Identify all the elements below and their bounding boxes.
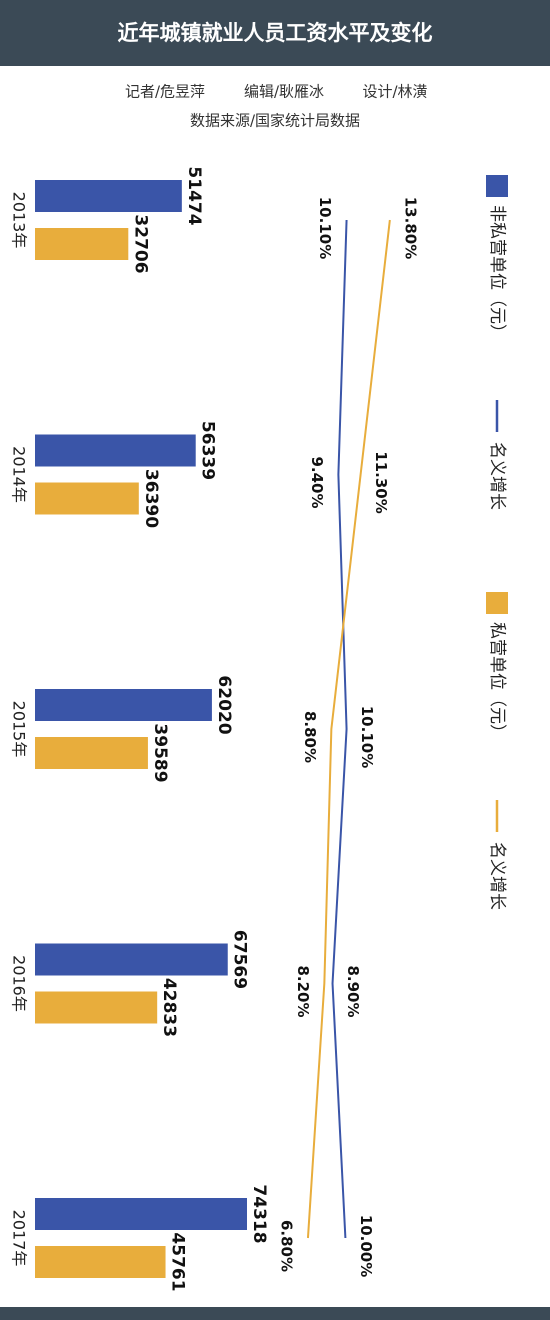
year-label: 2014年 (10, 446, 29, 503)
bar-value-label: 42833 (159, 978, 179, 1037)
bar (35, 689, 212, 721)
growth-line (331, 219, 348, 1239)
bar (35, 180, 182, 212)
bar (35, 991, 158, 1024)
bar (35, 228, 129, 260)
title: 近年城镇就业人员工资水平及变化 (118, 21, 433, 45)
bar-value-label: 39589 (150, 723, 170, 782)
growth-label: 8.90% (344, 965, 362, 1017)
bar (35, 482, 139, 515)
source: 数据来源/国家统计局数据 (190, 112, 360, 130)
bar (35, 737, 148, 769)
header-bar (0, 0, 550, 66)
bar-value-label: 32706 (130, 214, 150, 273)
credit: 设计/林潢 (362, 83, 427, 101)
growth-label: 11.30% (372, 451, 390, 513)
bar (35, 943, 228, 976)
growth-label: 9.40% (308, 456, 326, 508)
bar-value-label: 62020 (214, 675, 234, 734)
bar-value-label: 45761 (168, 1232, 188, 1291)
bar (35, 1246, 166, 1278)
legend-label: 非私营单位（元） (487, 205, 507, 341)
growth-label: 10.10% (316, 197, 334, 259)
bar-value-label: 56339 (198, 421, 218, 480)
bar-value-label: 74318 (249, 1184, 269, 1243)
growth-label: 10.10% (358, 706, 376, 768)
bar-value-label: 67569 (230, 930, 250, 989)
legend-label: 私营单位（元） (487, 622, 507, 741)
growth-label: 6.80% (277, 1220, 295, 1272)
year-label: 2017年 (10, 1210, 29, 1267)
legend-swatch (486, 592, 508, 614)
year-label: 2013年 (10, 192, 29, 249)
bar (35, 1198, 247, 1230)
credit: 编辑/耿雁冰 (244, 83, 324, 101)
legend-label: 名义增长 (487, 842, 507, 910)
year-label: 2016年 (10, 955, 29, 1012)
growth-label: 10.00% (357, 1215, 375, 1277)
growth-label: 8.80% (301, 711, 319, 763)
year-label: 2015年 (10, 701, 29, 758)
legend-label: 名义增长 (487, 442, 507, 510)
footer-bar (0, 1307, 550, 1320)
bar (35, 434, 196, 467)
bar-value-label: 51474 (184, 166, 204, 225)
growth-label: 8.20% (294, 965, 312, 1017)
growth-label: 13.80% (401, 197, 419, 259)
growth-line (306, 219, 391, 1239)
bar-value-label: 36390 (141, 469, 161, 528)
legend-swatch (486, 175, 508, 197)
credit: 记者/危昱萍 (125, 83, 205, 101)
